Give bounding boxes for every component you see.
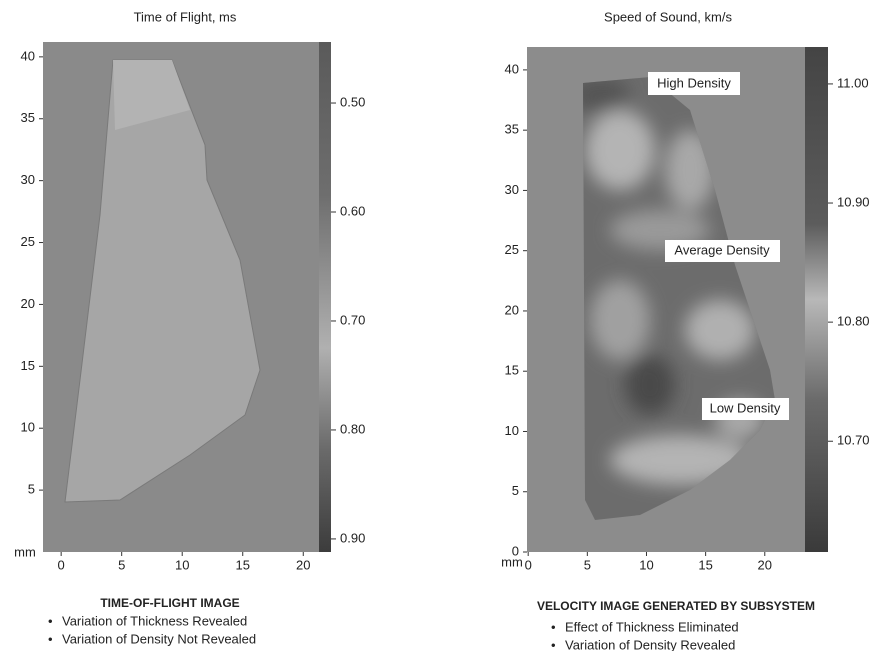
x-tick-label: 20 — [296, 557, 310, 572]
axis-unit: mm — [501, 554, 523, 569]
bullet-text: Effect of Thickness Eliminated — [565, 619, 739, 634]
bullet: • — [551, 619, 556, 634]
annotation-box — [702, 398, 789, 420]
colorbar-tick-label: 0.80 — [340, 421, 365, 436]
x-tick-label: 20 — [758, 557, 772, 572]
bullet-text: Variation of Thickness Revealed — [62, 613, 247, 628]
y-tick-label: 10 — [21, 420, 35, 435]
x-tick-label: 15 — [236, 557, 250, 572]
y-tick-label: 25 — [21, 234, 35, 249]
bullet: • — [551, 637, 556, 651]
specimen-shape — [64, 59, 261, 503]
caption: VELOCITY IMAGE GENERATED BY SUBSYSTEM — [537, 599, 815, 613]
x-tick-label: 10 — [175, 557, 189, 572]
bullet: • — [48, 631, 53, 646]
colorbar-tick-label: 0.90 — [340, 530, 365, 545]
bullet: • — [48, 613, 53, 628]
caption: TIME-OF-FLIGHT IMAGE — [100, 596, 239, 610]
x-tick-label: 10 — [639, 557, 653, 572]
x-tick-label: 0 — [525, 557, 532, 572]
y-tick-label: 5 — [512, 483, 519, 498]
annotation-box — [648, 72, 740, 95]
y-tick-label: 40 — [505, 61, 519, 76]
annotation: Average Density — [674, 242, 770, 257]
y-tick-label: 35 — [505, 122, 519, 137]
colorbar-tick-label: 0.70 — [340, 312, 365, 327]
y-tick-label: 20 — [21, 296, 35, 311]
bullet-text: Variation of Density Revealed — [565, 637, 735, 651]
y-tick-label: 0 — [512, 543, 519, 558]
chart-title: Speed of Sound, km/s — [604, 9, 732, 24]
specimen-shade — [113, 60, 190, 130]
y-tick-label: 20 — [505, 302, 519, 317]
colorbar-tick-label: 0.60 — [340, 203, 365, 218]
y-tick-label: 25 — [505, 242, 519, 257]
colorbar — [319, 42, 331, 552]
y-tick-label: 30 — [21, 172, 35, 187]
colorbar-tick-label: 11.00 — [837, 75, 869, 90]
x-tick-label: 5 — [584, 557, 591, 572]
colorbar-tick-label: 0.50 — [340, 94, 365, 109]
x-tick-label: 5 — [118, 557, 125, 572]
y-tick-label: 10 — [505, 423, 519, 438]
axis-unit: mm — [14, 544, 36, 559]
annotation: High Density — [657, 75, 731, 90]
x-tick-label: 15 — [698, 557, 712, 572]
colorbar-tick-label: 10.90 — [837, 194, 870, 209]
y-tick-label: 40 — [21, 48, 35, 63]
colorbar-tick-label: 10.80 — [837, 314, 870, 329]
annotation-box — [665, 240, 780, 262]
colorbar — [805, 47, 828, 552]
y-tick-label: 35 — [21, 110, 35, 125]
bullet-text: Variation of Density Not Revealed — [62, 631, 256, 646]
annotation: Low Density — [710, 400, 781, 415]
x-tick-label: 0 — [58, 557, 65, 572]
y-tick-label: 15 — [505, 363, 519, 378]
chart-title: Time of Flight, ms — [134, 9, 237, 24]
colorbar-tick-label: 10.70 — [837, 433, 870, 448]
y-tick-label: 5 — [28, 482, 35, 497]
y-tick-label: 15 — [21, 358, 35, 373]
y-tick-label: 30 — [505, 182, 519, 197]
